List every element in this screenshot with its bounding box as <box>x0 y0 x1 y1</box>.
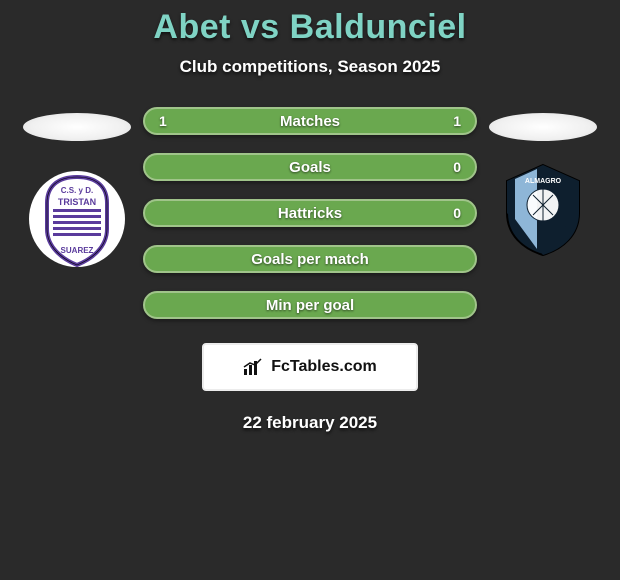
stat-label: Hattricks <box>278 205 342 222</box>
main-row: C.S. y D. TRISTAN SUAREZ 1 Matches 1 Goa… <box>0 107 620 319</box>
stat-row-goals-per-match: Goals per match <box>143 245 477 273</box>
date-text: 22 february 2025 <box>243 413 377 433</box>
stat-row-goals: Goals 0 <box>143 153 477 181</box>
stat-label: Min per goal <box>266 297 354 314</box>
right-side: ALMAGRO <box>483 107 603 259</box>
page-title: Abet vs Baldunciel <box>153 8 466 47</box>
svg-text:TRISTAN: TRISTAN <box>58 197 96 207</box>
svg-text:ALMAGRO: ALMAGRO <box>525 178 562 185</box>
right-oval <box>489 113 597 141</box>
brand-text: FcTables.com <box>271 358 377 376</box>
brand-box[interactable]: FcTables.com <box>202 343 418 391</box>
almagro-crest-icon: ALMAGRO <box>493 159 593 259</box>
stat-row-matches: 1 Matches 1 <box>143 107 477 135</box>
stat-label: Matches <box>280 113 340 130</box>
svg-text:C.S. y D.: C.S. y D. <box>61 186 93 195</box>
page: Abet vs Baldunciel Club competitions, Se… <box>0 0 620 433</box>
stat-row-hattricks: Hattricks 0 <box>143 199 477 227</box>
left-side: C.S. y D. TRISTAN SUAREZ <box>17 107 137 269</box>
right-crest: ALMAGRO <box>493 159 593 259</box>
stat-label: Goals <box>289 159 331 176</box>
tristan-suarez-crest-icon: C.S. y D. TRISTAN SUAREZ <box>27 169 127 269</box>
stat-right-value: 0 <box>453 155 461 179</box>
stat-right-value: 1 <box>453 109 461 133</box>
stat-left-value: 1 <box>159 109 167 133</box>
bar-chart-icon <box>243 357 265 377</box>
stat-label: Goals per match <box>251 251 369 268</box>
stat-row-min-per-goal: Min per goal <box>143 291 477 319</box>
page-subtitle: Club competitions, Season 2025 <box>180 57 441 77</box>
left-oval <box>23 113 131 141</box>
svg-text:SUAREZ: SUAREZ <box>61 246 94 255</box>
stats-column: 1 Matches 1 Goals 0 Hattricks 0 Goals pe… <box>137 107 483 319</box>
stat-right-value: 0 <box>453 201 461 225</box>
left-crest: C.S. y D. TRISTAN SUAREZ <box>27 169 127 269</box>
